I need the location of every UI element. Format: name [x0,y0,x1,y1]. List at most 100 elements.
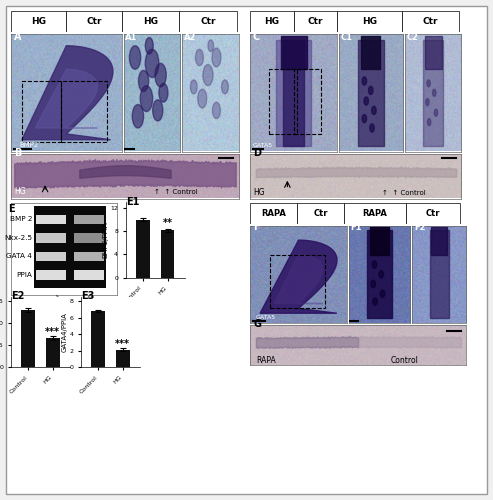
Bar [294,11,337,32]
Bar [11,11,66,32]
Text: GATA 4: GATA 4 [6,253,32,259]
Text: Control: Control [391,356,419,364]
Text: ↑  ↑ Control: ↑ ↑ Control [153,189,197,195]
Circle shape [362,114,367,122]
Text: Ctr: Ctr [425,208,440,218]
Circle shape [190,80,197,94]
Circle shape [212,48,221,67]
Bar [402,11,459,32]
Text: F2: F2 [414,224,425,232]
Circle shape [432,89,436,96]
Text: A2: A2 [184,33,197,42]
Circle shape [368,86,373,94]
Text: F: F [253,222,260,232]
Text: Control: Control [40,293,62,315]
Bar [250,202,297,224]
Polygon shape [281,36,307,70]
Circle shape [380,290,385,298]
Circle shape [373,298,378,306]
Text: C1: C1 [341,33,352,42]
Text: Ctr: Ctr [201,17,216,26]
Polygon shape [283,40,304,146]
Text: G: G [254,320,262,330]
Circle shape [379,270,384,278]
Text: D: D [253,148,262,158]
Circle shape [203,64,213,86]
Bar [294,69,321,134]
Circle shape [145,50,159,78]
Bar [250,11,294,32]
Text: E3: E3 [81,292,94,302]
Bar [36,214,66,224]
Text: GATA5: GATA5 [253,143,273,148]
Text: B: B [14,148,22,158]
Text: BMP 2: BMP 2 [9,216,32,222]
Bar [337,11,402,32]
Circle shape [221,80,228,94]
Text: Ctr: Ctr [314,208,328,218]
Bar [74,252,104,261]
Polygon shape [275,255,322,304]
Text: RAPA: RAPA [256,356,276,364]
Text: ***: *** [45,327,60,337]
Circle shape [155,64,166,87]
Text: HG: HG [362,17,377,26]
Text: HG: HG [253,188,265,197]
Bar [269,69,297,134]
Circle shape [362,77,367,85]
Text: E2: E2 [11,291,24,301]
Circle shape [208,40,213,52]
Bar [36,270,66,280]
Text: HG: HG [14,187,26,196]
Text: HG: HG [143,17,158,26]
Text: HG: HG [83,293,95,305]
Text: BMP2: BMP2 [20,142,39,148]
Bar [61,81,107,142]
Bar [74,233,104,242]
Circle shape [427,80,430,87]
Polygon shape [276,40,311,146]
Y-axis label: BMP2/PPIA: BMP2/PPIA [103,222,109,258]
Text: Ctr: Ctr [423,17,438,26]
Bar [116,350,130,367]
Polygon shape [358,40,384,146]
Circle shape [139,70,149,92]
Circle shape [364,97,368,105]
Polygon shape [22,46,113,140]
Bar [345,202,406,224]
Bar [36,233,66,242]
Circle shape [153,100,163,121]
Text: C2: C2 [406,33,419,42]
Y-axis label: GATA4/PPIA: GATA4/PPIA [62,312,68,352]
Text: F1: F1 [351,224,362,232]
Circle shape [198,89,207,108]
Bar [161,230,175,278]
Bar [22,81,61,142]
Text: A: A [14,32,22,42]
Text: A1: A1 [125,33,138,42]
Circle shape [145,38,153,54]
Circle shape [434,109,438,116]
Bar [36,252,66,261]
Polygon shape [260,240,337,313]
Text: E1: E1 [126,198,139,207]
Circle shape [212,102,220,118]
Circle shape [132,104,143,128]
Polygon shape [367,230,392,318]
Bar [66,11,122,32]
Circle shape [129,46,141,70]
Text: **: ** [163,218,173,228]
Text: RAPA: RAPA [362,208,387,218]
Circle shape [140,86,153,112]
Bar [91,311,105,367]
Circle shape [427,118,431,126]
Polygon shape [431,228,448,255]
Polygon shape [370,228,388,255]
Text: E: E [8,204,14,214]
Circle shape [372,106,376,114]
Bar [34,206,106,288]
Text: C: C [252,32,259,42]
Circle shape [426,98,429,105]
Text: RAPA: RAPA [261,208,286,218]
Bar [46,338,60,367]
